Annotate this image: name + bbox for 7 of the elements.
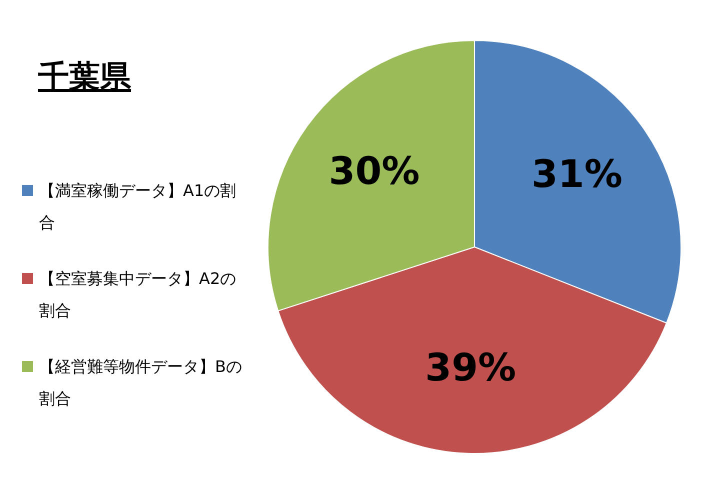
legend-label: 【経営難等物件データ】Bの割合	[39, 356, 243, 410]
data-label: 30%	[328, 149, 420, 194]
data-label: 39%	[425, 346, 516, 390]
text: 千葉県	[38, 58, 131, 97]
legend-label: 【満室稼働データ】A1の割合	[39, 180, 238, 234]
data-label: 31%	[531, 152, 622, 196]
legend-label: 【空室募集中データ】A2の割合	[39, 268, 238, 322]
